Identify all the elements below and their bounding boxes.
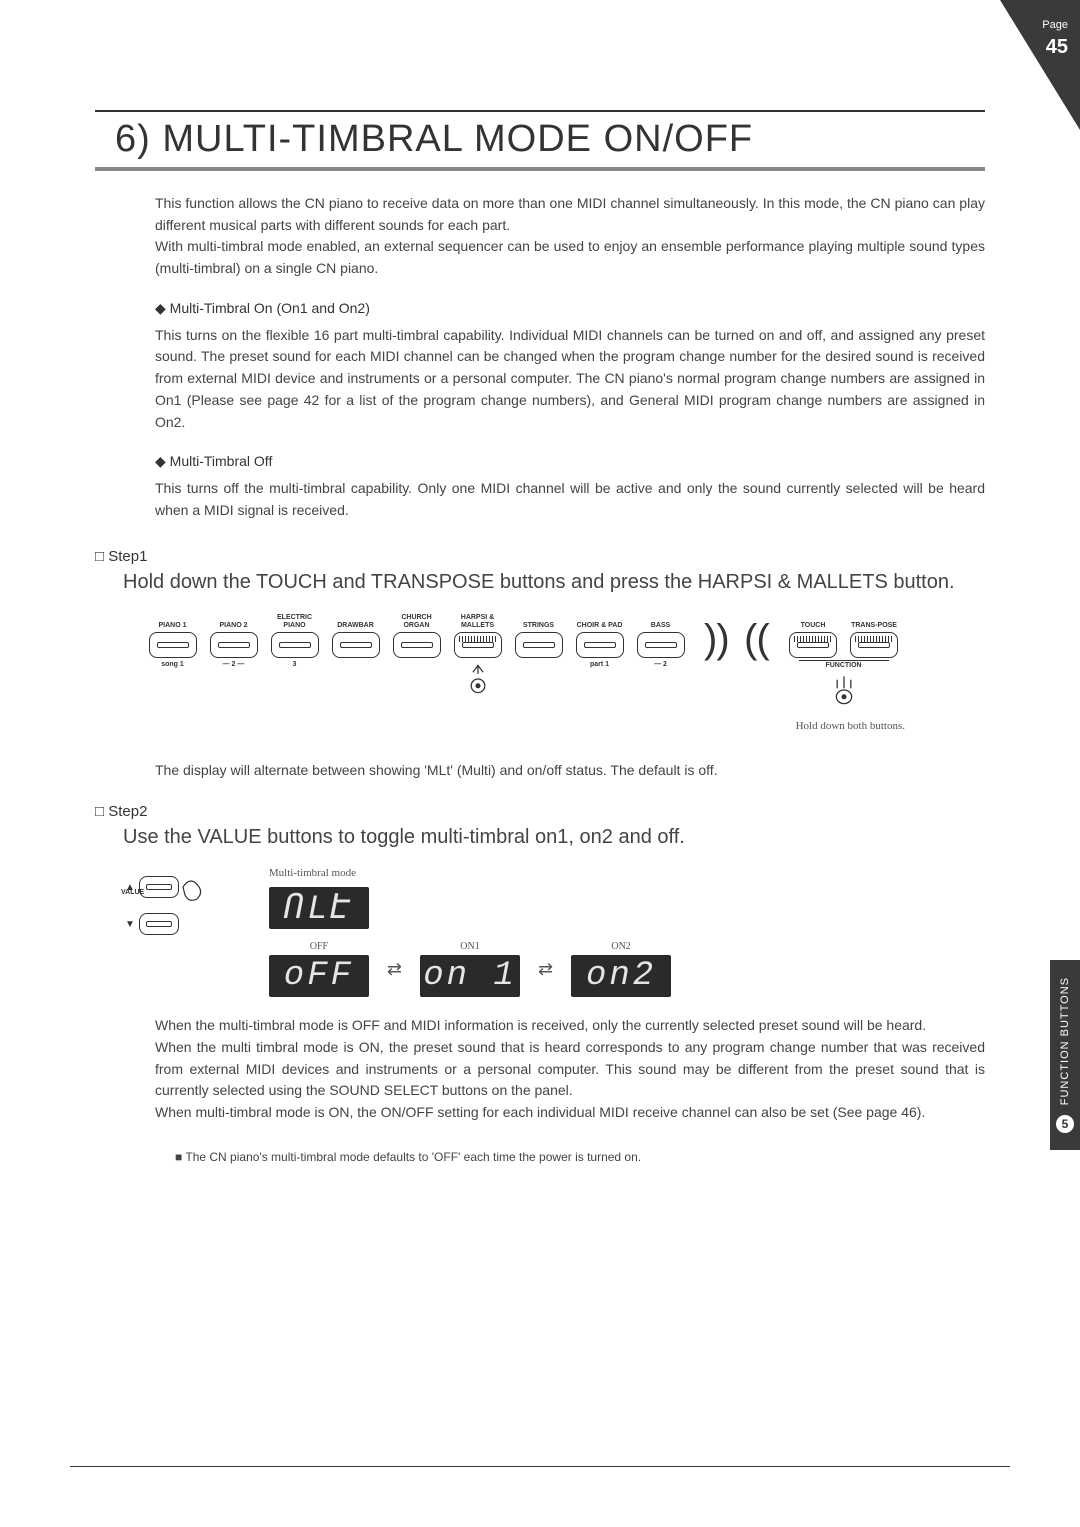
side-tab-text: FUNCTION BUTTONS <box>1059 977 1071 1105</box>
button-icon <box>515 632 563 658</box>
button-lit-icon <box>850 632 898 658</box>
page-number-badge: Page 45 <box>1042 18 1068 61</box>
btn-drawbar: DRAWBAR <box>328 612 383 658</box>
part-1-label: part 1 <box>590 661 609 668</box>
song-1-label: song 1 <box>161 661 184 668</box>
page-corner-triangle <box>1000 0 1080 130</box>
btn-harpsi-mallets: HARPSI & MALLETS <box>450 612 505 701</box>
footnote: The CN piano's multi-timbral mode defaul… <box>175 1150 985 1164</box>
lcd-title-label: Multi-timbral mode <box>269 867 671 879</box>
btn-piano1: PIANO 1 song 1 <box>145 612 200 668</box>
arrows-icon: ⇄ <box>387 959 402 980</box>
function-bracket-label: FUNCTION <box>799 660 889 669</box>
lcd-off-label: OFF <box>310 941 328 952</box>
side-tab-chapter: 5 <box>1056 1115 1074 1133</box>
page-title: 6) MULTI-TIMBRAL MODE ON/OFF <box>115 118 985 161</box>
press-hand-icon <box>461 662 495 701</box>
section-off-text: This turns off the multi-timbral capabil… <box>155 478 985 521</box>
btn-transpose: TRANS-POSE <box>847 612 902 658</box>
side-tab: FUNCTION BUTTONS 5 <box>1050 960 1080 1150</box>
value-buttons: ▲ VALUE ▼ <box>125 867 209 935</box>
btn-church-organ: CHURCH ORGAN <box>389 612 444 658</box>
page-number: 45 <box>1042 33 1068 61</box>
step2-instruction: Use the VALUE buttons to toggle multi-ti… <box>123 826 985 849</box>
value-label: VALUE <box>121 889 144 896</box>
arrows-icon: ⇄ <box>538 959 553 980</box>
button-icon <box>393 632 441 658</box>
step2-heading: Step2 <box>95 803 985 820</box>
section-off-heading: Multi-Timbral Off <box>155 453 985 470</box>
button-icon <box>210 632 258 658</box>
sound-button-row: PIANO 1 song 1 PIANO 2 — 2 — ELECTRIC PI… <box>145 612 985 712</box>
function-buttons-group: TOUCH TRANS-POSE FUNCTION <box>786 612 902 712</box>
song-3-label: 3 <box>293 661 297 668</box>
song-2-label: — 2 — <box>223 661 245 668</box>
step1-heading: Step1 <box>95 548 985 565</box>
button-icon <box>637 632 685 658</box>
btn-choir-pad: CHOIR & PAD part 1 <box>572 612 627 668</box>
button-icon <box>576 632 624 658</box>
button-icon <box>271 632 319 658</box>
title-bar: 6) MULTI-TIMBRAL MODE ON/OFF <box>95 110 985 171</box>
parentheses-icon: ) ) <box>750 612 770 668</box>
footer-rule <box>70 1466 1010 1467</box>
button-icon <box>149 632 197 658</box>
button-icon <box>332 632 380 658</box>
page-label: Page <box>1042 19 1068 31</box>
btn-strings: STRINGS <box>511 612 566 658</box>
press-hand-icon <box>179 867 209 907</box>
parentheses-icon: ) ) <box>704 612 724 668</box>
step1-instruction: Hold down the TOUCH and TRANSPOSE button… <box>123 571 985 594</box>
lcd-on1: on 1 <box>420 955 520 997</box>
step2-after-text: When the multi-timbral mode is OFF and M… <box>155 1015 985 1123</box>
part-2-label: — 2 <box>654 661 667 668</box>
btn-bass: BASS — 2 <box>633 612 688 668</box>
section-on-text: This turns on the flexible 16 part multi… <box>155 325 985 433</box>
btn-electric-piano: ELECTRIC PIANO 3 <box>267 612 322 668</box>
value-up-button <box>139 876 179 898</box>
lcd-on2: on2 <box>571 955 671 997</box>
button-lit-icon <box>454 632 502 658</box>
intro-text: This function allows the CN piano to rec… <box>155 193 985 280</box>
page-content: 6) MULTI-TIMBRAL MODE ON/OFF This functi… <box>0 0 1080 1204</box>
btn-touch: TOUCH <box>786 612 841 658</box>
value-down-button <box>139 913 179 935</box>
hold-caption: Hold down both buttons. <box>145 720 905 732</box>
button-lit-icon <box>789 632 837 658</box>
value-display-section: ▲ VALUE ▼ Multi-timbral mode ՈLԷ OFF oFF… <box>125 867 985 997</box>
step1-after-text: The display will alternate between showi… <box>155 760 985 782</box>
lcd-main: ՈLԷ <box>269 887 369 929</box>
lcd-off: oFF <box>269 955 369 997</box>
section-on-heading: Multi-Timbral On (On1 and On2) <box>155 300 985 317</box>
lcd-on1-label: ON1 <box>460 941 479 952</box>
lcd-display-group: Multi-timbral mode ՈLԷ OFF oFF ⇄ ON1 on … <box>269 867 671 997</box>
hold-hand-icon <box>827 673 861 712</box>
triangle-down-icon: ▼ <box>125 919 135 930</box>
lcd-on2-label: ON2 <box>611 941 630 952</box>
btn-piano2: PIANO 2 — 2 — <box>206 612 261 668</box>
